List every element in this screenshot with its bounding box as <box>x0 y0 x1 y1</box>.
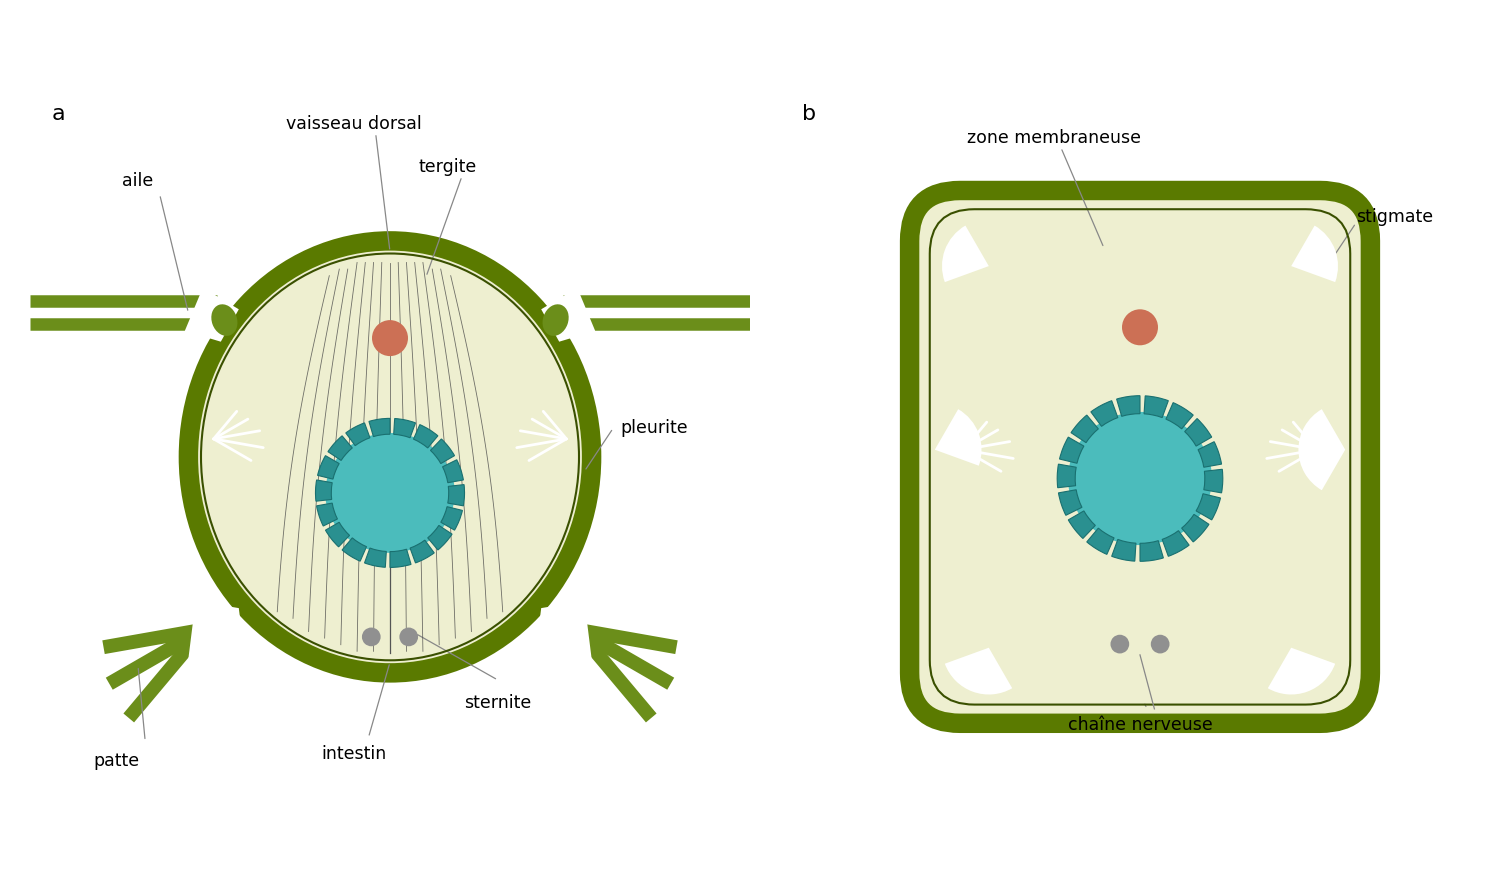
Wedge shape <box>1058 464 1076 488</box>
Text: b: b <box>801 104 816 124</box>
Wedge shape <box>1292 226 1338 282</box>
Text: patte: patte <box>93 752 140 770</box>
Wedge shape <box>1144 396 1168 418</box>
Polygon shape <box>534 601 591 666</box>
Wedge shape <box>369 419 390 436</box>
Wedge shape <box>346 423 370 446</box>
Ellipse shape <box>543 304 568 336</box>
Wedge shape <box>942 226 988 282</box>
Ellipse shape <box>326 433 454 553</box>
Text: chaîne nerveuse: chaîne nerveuse <box>1068 716 1212 734</box>
Wedge shape <box>1204 469 1222 493</box>
Text: a: a <box>51 104 64 124</box>
Wedge shape <box>442 460 464 482</box>
Text: zone membraneuse: zone membraneuse <box>966 129 1140 147</box>
Wedge shape <box>318 456 339 479</box>
Ellipse shape <box>1110 635 1130 653</box>
Wedge shape <box>1088 528 1114 554</box>
Ellipse shape <box>1068 412 1212 545</box>
Text: sternite: sternite <box>465 695 531 712</box>
Wedge shape <box>1059 489 1082 515</box>
Wedge shape <box>1071 415 1098 442</box>
Ellipse shape <box>372 320 408 356</box>
Wedge shape <box>328 435 352 460</box>
Text: aile: aile <box>123 173 153 190</box>
Wedge shape <box>430 439 454 464</box>
Text: intestin: intestin <box>321 745 387 763</box>
Text: tergite: tergite <box>419 158 477 176</box>
Text: stigmate: stigmate <box>1356 209 1432 227</box>
Wedge shape <box>393 419 416 438</box>
Ellipse shape <box>189 241 591 673</box>
Polygon shape <box>189 601 246 666</box>
Polygon shape <box>542 288 596 342</box>
Wedge shape <box>410 540 434 563</box>
Wedge shape <box>1185 419 1212 446</box>
Wedge shape <box>1112 539 1136 561</box>
Wedge shape <box>1268 648 1335 695</box>
Text: vaisseau dorsal: vaisseau dorsal <box>286 115 422 133</box>
Wedge shape <box>1299 409 1346 490</box>
Wedge shape <box>390 550 411 567</box>
Ellipse shape <box>362 627 381 646</box>
Ellipse shape <box>1122 309 1158 345</box>
Wedge shape <box>448 485 465 506</box>
Text: pleurite: pleurite <box>621 419 688 437</box>
Wedge shape <box>316 503 338 526</box>
Wedge shape <box>326 522 350 547</box>
Wedge shape <box>1198 442 1221 467</box>
Wedge shape <box>1059 437 1084 463</box>
Wedge shape <box>1182 514 1209 542</box>
Wedge shape <box>1166 403 1192 429</box>
Wedge shape <box>934 409 981 466</box>
Wedge shape <box>1116 396 1140 416</box>
Wedge shape <box>945 648 1012 695</box>
Wedge shape <box>1140 541 1164 561</box>
Wedge shape <box>1090 401 1118 427</box>
Wedge shape <box>414 425 438 448</box>
Wedge shape <box>1162 531 1190 557</box>
Wedge shape <box>342 538 366 561</box>
Ellipse shape <box>932 234 1348 680</box>
Wedge shape <box>315 480 332 501</box>
Polygon shape <box>184 288 238 342</box>
Ellipse shape <box>1150 635 1170 653</box>
Wedge shape <box>441 507 462 530</box>
Wedge shape <box>1196 494 1221 519</box>
FancyBboxPatch shape <box>909 190 1371 723</box>
Wedge shape <box>427 526 451 550</box>
Wedge shape <box>364 548 387 567</box>
Ellipse shape <box>399 627 418 646</box>
Ellipse shape <box>211 304 237 336</box>
Wedge shape <box>1068 511 1095 538</box>
